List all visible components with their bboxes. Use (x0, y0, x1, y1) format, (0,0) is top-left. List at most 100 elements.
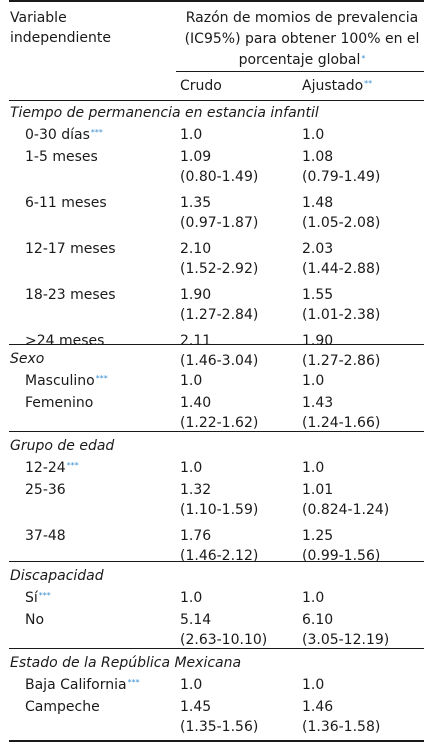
row-label: 0-30 días*** (25, 125, 103, 145)
crudo-confidence-interval: (1.46-3.04) (180, 353, 259, 369)
ajustado-cell: 1.0 (302, 588, 324, 608)
ratio-header: Razón de momios de prevalencia (IC95%) p… (176, 8, 428, 71)
ajustado-value: 1.43 (302, 395, 334, 411)
crudo-confidence-interval: (1.46-2.12) (180, 548, 259, 564)
crudo-value: 2.11 (180, 333, 212, 349)
row-label-text: >24 meses (25, 333, 105, 349)
bottom-rule (9, 740, 424, 742)
row-label-text: 0-30 días (25, 127, 90, 143)
ajustado-cell: 1.08 (0.79-1.49) (302, 147, 380, 187)
row-label: Campeche (25, 697, 100, 717)
crudo-cell: 1.76 (1.46-2.12) (180, 526, 258, 566)
ajustado-cell: 1.43 (1.24-1.66) (302, 393, 380, 433)
column-header-ajustado-text: Ajustado (302, 78, 364, 94)
ajustado-confidence-interval: (3.05-12.19) (302, 632, 390, 648)
ratio-header-line1: Razón de momios de prevalencia (185, 10, 419, 26)
ratio-header-line2: (IC95%) para obtener 100% en el (184, 31, 420, 47)
section-divider (9, 344, 424, 345)
crudo-cell: 1.0 (180, 458, 202, 478)
crudo-value: 5.14 (180, 612, 212, 628)
header-bottom-rule (9, 100, 424, 101)
crudo-cell: 1.90 (1.27-2.84) (180, 285, 258, 325)
variable-header: Variable independiente (10, 8, 111, 48)
row-label-text: Masculino (25, 373, 95, 389)
ajustado-confidence-interval: (1.05-2.08) (302, 215, 381, 231)
row-label-text: 1-5 meses (25, 149, 98, 165)
ajustado-cell: 1.0 (302, 371, 324, 391)
crudo-confidence-interval: (1.52-2.92) (180, 261, 259, 277)
ajustado-value: 1.0 (302, 460, 325, 476)
crudo-confidence-interval: (2.63-10.10) (180, 632, 268, 648)
ajustado-value: 1.55 (302, 287, 334, 303)
row-label-text: 25-36 (25, 482, 66, 498)
crudo-confidence-interval: (1.27-2.84) (180, 307, 259, 323)
row-label: >24 meses (25, 331, 104, 351)
header-subrule (176, 71, 424, 72)
ajustado-confidence-interval: (0.79-1.49) (302, 169, 381, 185)
ajustado-value: 1.48 (302, 195, 334, 211)
ajustado-value: 6.10 (302, 612, 334, 628)
ajustado-cell: 1.0 (302, 675, 324, 695)
ajustado-cell: 1.01 (0.824-1.24) (302, 480, 389, 520)
column-header-ajustado: Ajustado** (302, 76, 372, 96)
row-label: Masculino*** (25, 371, 108, 391)
ajustado-value: 1.0 (302, 373, 325, 389)
crudo-cell: 2.11 (1.46-3.04) (180, 331, 258, 371)
ajustado-value: 1.25 (302, 528, 334, 544)
ratio-header-line3-text: porcentaje global (238, 52, 361, 68)
row-label: 12-24*** (25, 458, 79, 478)
row-label-text: Campeche (25, 699, 100, 715)
section-title: Tiempo de permanencia en estancia infant… (10, 105, 319, 121)
ajustado-value: 1.0 (302, 127, 325, 143)
ajustado-value: 1.0 (302, 590, 325, 606)
row-label: 37-48 (25, 526, 66, 546)
ajustado-value: 1.0 (302, 677, 325, 693)
variable-header-line1: Variable (10, 10, 67, 26)
ajustado-confidence-interval: (0.824-1.24) (302, 502, 390, 518)
reference-mark: *** (66, 461, 79, 470)
crudo-confidence-interval: (1.35-1.56) (180, 719, 259, 735)
row-label: 12-17 meses (25, 239, 116, 259)
crudo-confidence-interval: (0.80-1.49) (180, 169, 259, 185)
row-label-text: 18-23 meses (25, 287, 116, 303)
section-divider (9, 431, 424, 432)
footnote-mark: ** (364, 79, 373, 88)
crudo-cell: 1.0 (180, 588, 202, 608)
column-header-crudo: Crudo (180, 78, 222, 94)
row-label: Baja California*** (25, 675, 140, 695)
crudo-value: 1.0 (180, 590, 203, 606)
crudo-value: 1.90 (180, 287, 212, 303)
ajustado-confidence-interval: (1.36-1.58) (302, 719, 381, 735)
crudo-value: 1.0 (180, 373, 203, 389)
crudo-cell: 1.0 (180, 675, 202, 695)
reference-mark: *** (95, 374, 108, 383)
reference-mark: *** (127, 678, 140, 687)
crudo-value: 1.0 (180, 127, 203, 143)
row-label-text: 12-17 meses (25, 241, 116, 257)
section-divider (9, 648, 424, 649)
ajustado-cell: 2.03 (1.44-2.88) (302, 239, 380, 279)
crudo-cell: 1.0 (180, 371, 202, 391)
ajustado-confidence-interval: (1.24-1.66) (302, 415, 381, 431)
ajustado-value: 2.03 (302, 241, 334, 257)
ajustado-cell: 6.10 (3.05-12.19) (302, 610, 389, 650)
ajustado-cell: 1.0 (302, 458, 324, 478)
crudo-confidence-interval: (0.97-1.87) (180, 215, 259, 231)
row-label: 6-11 meses (25, 193, 107, 213)
crudo-value: 1.45 (180, 699, 212, 715)
row-label-text: 6-11 meses (25, 195, 107, 211)
section-title: Estado de la República Mexicana (10, 655, 242, 671)
row-label: Femenino (25, 393, 93, 413)
crudo-value: 2.10 (180, 241, 212, 257)
ajustado-cell: 1.48 (1.05-2.08) (302, 193, 380, 233)
ajustado-confidence-interval: (0.99-1.56) (302, 548, 381, 564)
ajustado-cell: 1.46 (1.36-1.58) (302, 697, 380, 737)
crudo-cell: 2.10 (1.52-2.92) (180, 239, 258, 279)
crudo-cell: 1.45 (1.35-1.56) (180, 697, 258, 737)
ajustado-cell: 1.25 (0.99-1.56) (302, 526, 380, 566)
crudo-confidence-interval: (1.10-1.59) (180, 502, 259, 518)
ajustado-cell: 1.90 (1.27-2.86) (302, 331, 380, 371)
top-rule (9, 0, 424, 2)
row-label-text: Femenino (25, 395, 94, 411)
